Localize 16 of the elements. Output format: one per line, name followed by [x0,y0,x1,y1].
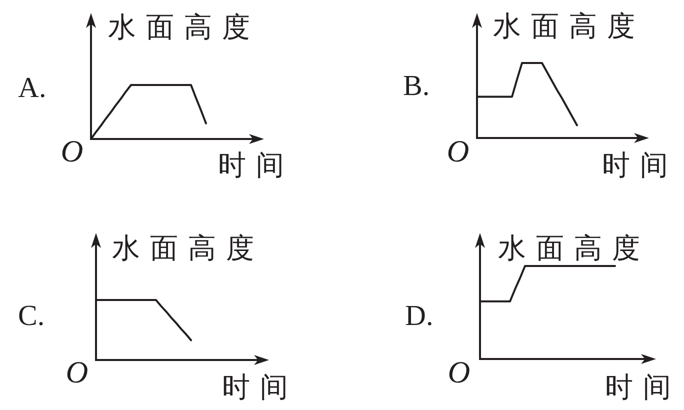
title: D. [405,300,434,332]
title: C. [18,300,45,332]
xlabel: 时间 [222,372,288,404]
ylabel: 水面高度 [493,12,635,42]
annotation: O [448,354,470,390]
annotation: O [446,134,470,168]
title: B. [403,70,430,102]
xlabel: 时间 [605,372,671,404]
annotation: O [60,134,84,168]
xlabel: 时间 [602,150,668,182]
ylabel: 水面高度 [108,12,250,44]
annotation: O [66,354,88,390]
title: A. [18,72,46,104]
ylabel: 水面高度 [112,234,254,264]
xlabel: 时间 [218,150,284,182]
ylabel: 水面高度 [498,234,640,264]
